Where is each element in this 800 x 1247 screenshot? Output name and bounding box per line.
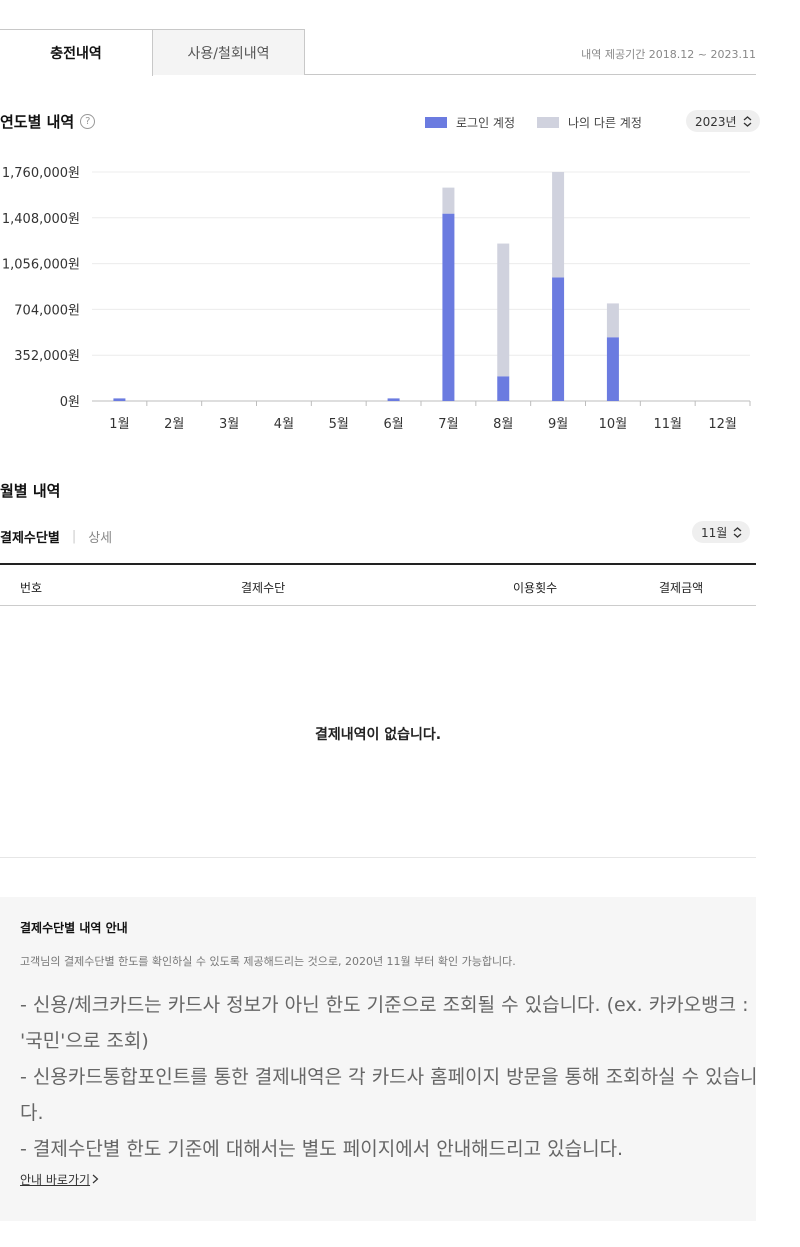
x-tick-label: 11월	[653, 417, 682, 432]
chevron-up-down-icon	[743, 115, 752, 127]
info-bullets: - 신용/체크카드는 카드사 정보가 아닌 한도 기준으로 조회될 수 있습니다…	[20, 987, 760, 1167]
info-description: 고객님의 결제수단별 한도를 확인하실 수 있도록 제공해드리는 것으로, 20…	[20, 955, 516, 968]
x-tick-label: 10월	[599, 417, 628, 432]
legend-label-other: 나의 다른 계정	[568, 116, 642, 130]
tab-charge-history[interactable]: 충전내역	[0, 29, 153, 76]
info-bullet: - 신용/체크카드는 카드사 정보가 아닌 한도 기준으로 조회될 수 있습니다…	[20, 994, 749, 1052]
year-select[interactable]: 2023년	[686, 110, 760, 132]
year-select-value: 2023년	[695, 114, 737, 129]
column-payment-amount: 결제금액	[659, 581, 704, 595]
bar-other-account	[552, 172, 565, 278]
info-bullet: - 결제수단별 한도 기준에 대해서는 별도 페이지에서 안내해드리고 있습니다…	[20, 1138, 624, 1160]
x-tick-label: 9월	[548, 417, 568, 432]
bar-other-account	[442, 187, 455, 214]
x-tick-label: 7월	[438, 417, 458, 432]
info-title: 결제수단별 내역 안내	[20, 921, 128, 935]
bar-login-account	[497, 376, 510, 401]
monthly-title-text: 월별 내역	[0, 482, 61, 500]
bar-login-account	[442, 213, 455, 401]
info-bullet: - 신용카드통합포인트를 통한 결제내역은 각 카드사 홈페이지 방문을 통해 …	[20, 1066, 758, 1124]
y-tick-label: 704,000원	[14, 303, 80, 318]
month-select-value: 11월	[701, 525, 728, 540]
guide-link[interactable]: 안내 바로가기	[20, 1171, 99, 1188]
subtab-divider: |	[71, 529, 77, 544]
y-tick-label: 1,760,000원	[2, 166, 80, 181]
bar-login-account	[606, 337, 619, 401]
info-box: 결제수단별 내역 안내 고객님의 결제수단별 한도를 확인하실 수 있도록 제공…	[0, 897, 758, 1221]
y-tick-label: 1,056,000원	[2, 258, 80, 273]
empty-message: 결제내역이 없습니다.	[314, 727, 442, 743]
bar-login-account	[387, 398, 400, 401]
x-tick-label: 5월	[329, 417, 349, 432]
guide-link-label: 안내 바로가기	[20, 1173, 91, 1187]
monthly-title: 월별 내역	[0, 480, 60, 501]
bar-login-account	[113, 398, 126, 401]
chevron-up-down-icon	[733, 526, 742, 538]
table-bottom-divider	[0, 857, 756, 858]
x-tick-label: 2월	[164, 417, 184, 432]
legend-swatch-login	[425, 117, 447, 128]
y-tick-label: 1,408,000원	[2, 212, 80, 227]
column-payment-method: 결제수단	[241, 581, 286, 595]
y-tick-label: 352,000원	[14, 349, 80, 364]
legend-item-login: 로그인 계정	[425, 114, 515, 131]
x-tick-label: 1월	[109, 417, 129, 432]
chart-legend: 로그인 계정 나의 다른 계정	[425, 114, 664, 131]
y-tick-label: 0원	[60, 395, 80, 410]
x-tick-label: 4월	[274, 417, 294, 432]
annual-title: 연도별 내역 ?	[0, 111, 96, 132]
subtab-detail[interactable]: 상세	[88, 531, 113, 546]
column-usage-count: 이용횟수	[513, 581, 558, 595]
bar-login-account	[552, 277, 565, 401]
legend-item-other: 나의 다른 계정	[537, 114, 642, 131]
monthly-subtabs: 결제수단별 | 상세	[0, 527, 112, 546]
subtab-by-payment-method[interactable]: 결제수단별	[0, 531, 60, 546]
annual-title-text: 연도별 내역	[0, 113, 75, 131]
question-circle-icon[interactable]: ?	[80, 114, 96, 129]
legend-label-login: 로그인 계정	[456, 116, 516, 130]
x-tick-label: 6월	[383, 417, 403, 432]
x-tick-label: 12월	[708, 417, 737, 432]
chevron-right-icon	[92, 1173, 99, 1187]
tab-usage-cancel[interactable]: 사용/철회내역	[152, 29, 305, 75]
x-tick-label: 8월	[493, 417, 513, 432]
bar-other-account	[606, 303, 619, 338]
payment-table-header: 번호 결제수단 이용횟수 결제금액	[0, 563, 756, 606]
bar-other-account	[497, 243, 510, 377]
month-select[interactable]: 11월	[692, 521, 751, 543]
column-number: 번호	[20, 581, 43, 595]
legend-swatch-other	[537, 117, 560, 128]
provision-period: 내역 제공기간 2018.12 ~ 2023.11	[581, 48, 756, 61]
annual-bar-chart: 0원 352,000원 704,000원 1,056,000원 1,408,000원 1,…	[2, 166, 751, 432]
x-tick-label: 3월	[219, 417, 239, 432]
history-tabs: 사용/철회내역 충전내역	[0, 29, 756, 76]
